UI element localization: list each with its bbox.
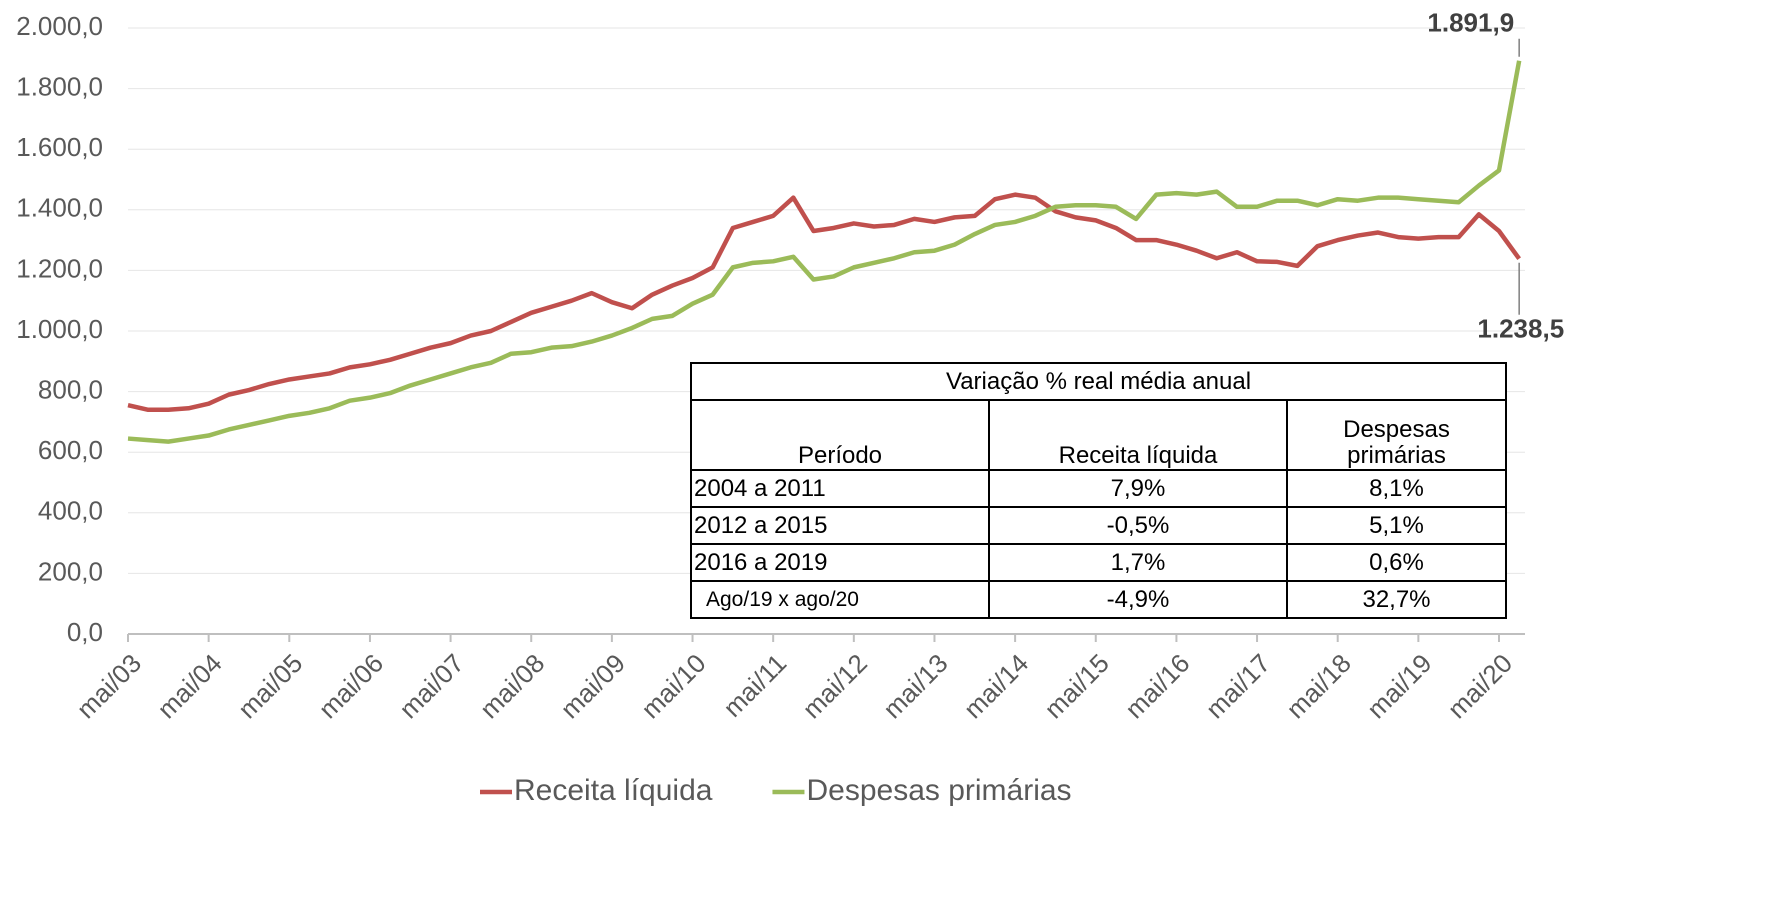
table-cell: 0,6% — [1286, 543, 1507, 582]
x-tick-label: mai/11 — [717, 648, 792, 723]
y-tick-label: 1.400,0 — [16, 193, 103, 223]
legend-label: Despesas primárias — [806, 774, 1071, 807]
x-tick-label: mai/04 — [151, 648, 227, 724]
x-tick-label: mai/10 — [635, 648, 711, 724]
table-cell: 1,7% — [988, 543, 1288, 582]
line-series — [127, 192, 1521, 413]
y-tick-label: 1.000,0 — [16, 314, 103, 344]
x-tick-label: mai/05 — [232, 648, 308, 724]
table-header: Período — [690, 399, 990, 471]
x-tick-label: mai/08 — [474, 648, 550, 724]
x-tick-label: mai/03 — [71, 648, 147, 724]
y-tick-label: 200,0 — [38, 556, 103, 586]
legend-label: Receita líquida — [514, 774, 713, 807]
table-cell: 2016 a 2019 — [690, 543, 990, 582]
table-cell: 32,7% — [1286, 580, 1507, 619]
x-tick-label: mai/13 — [877, 648, 953, 724]
table-header: Receita líquida — [988, 399, 1288, 471]
table-cell: Ago/19 x ago/20 — [690, 580, 990, 619]
x-tick-label: mai/14 — [958, 648, 1034, 724]
line-series — [127, 60, 1522, 444]
x-tick-label: mai/16 — [1119, 648, 1195, 724]
y-tick-label: 600,0 — [38, 435, 103, 465]
x-tick-label: mai/12 — [797, 648, 873, 724]
y-tick-label: 1.800,0 — [16, 71, 103, 101]
x-tick-label: mai/15 — [1038, 648, 1114, 724]
table-title: Variação % real média anual — [690, 362, 1507, 401]
table-cell: -0,5% — [988, 506, 1288, 545]
y-tick-label: 400,0 — [38, 496, 103, 526]
x-tick-label: mai/20 — [1442, 648, 1518, 724]
table-cell: 7,9% — [988, 469, 1288, 508]
y-tick-label: 2.000,0 — [16, 11, 103, 41]
x-tick-label: mai/18 — [1280, 648, 1356, 724]
y-tick-label: 1.600,0 — [16, 132, 103, 162]
data-label: 1.238,5 — [1477, 314, 1564, 344]
x-tick-label: mai/09 — [555, 648, 631, 724]
y-tick-label: 1.200,0 — [16, 253, 103, 283]
x-tick-label: mai/06 — [313, 648, 389, 724]
data-label: 1.891,9 — [1427, 8, 1514, 38]
x-tick-label: mai/17 — [1200, 648, 1276, 724]
table-cell: 5,1% — [1286, 506, 1507, 545]
table-header: Despesas primárias — [1286, 399, 1507, 471]
table-cell: 2004 a 2011 — [690, 469, 990, 508]
summary-table: Variação % real média anual Período Recei… — [690, 362, 1507, 619]
x-tick-label: mai/19 — [1361, 648, 1437, 724]
y-tick-label: 0,0 — [67, 617, 103, 647]
table-cell: 2012 a 2015 — [690, 506, 990, 545]
y-tick-label: 800,0 — [38, 374, 103, 404]
table-cell: -4,9% — [988, 580, 1288, 619]
x-tick-label: mai/07 — [393, 648, 469, 724]
table-cell: 8,1% — [1286, 469, 1507, 508]
